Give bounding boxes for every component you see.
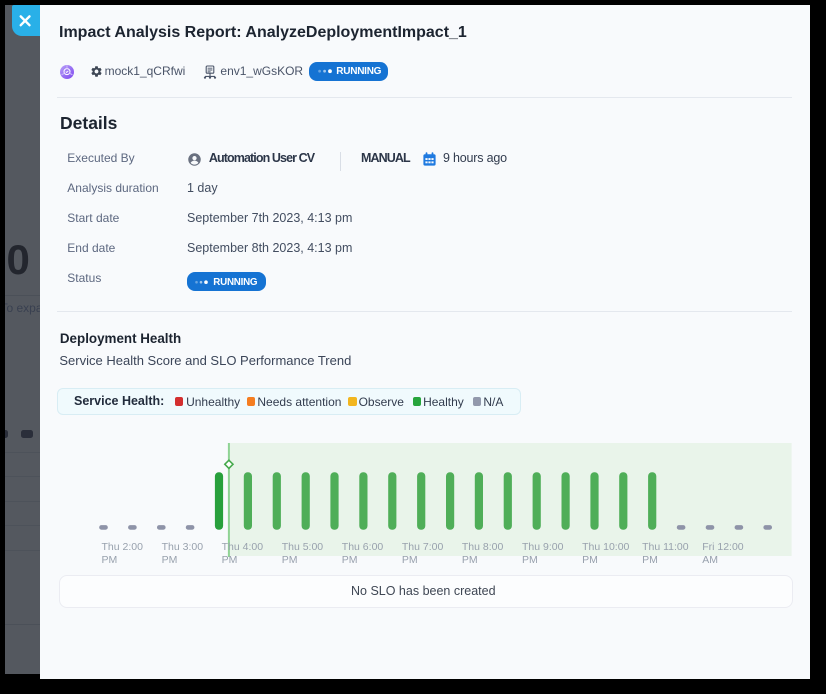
- svg-text:Thu 7:00: Thu 7:00: [402, 541, 444, 553]
- svg-text:PM: PM: [402, 554, 418, 566]
- svg-text:PM: PM: [642, 554, 658, 566]
- svg-text:PM: PM: [222, 554, 238, 566]
- svg-text:Thu 8:00: Thu 8:00: [462, 541, 504, 553]
- svg-text:Thu 11:00: Thu 11:00: [642, 541, 689, 553]
- svg-text:PM: PM: [462, 554, 478, 566]
- svg-text:Thu 2:00: Thu 2:00: [102, 541, 144, 553]
- svg-text:PM: PM: [102, 554, 118, 566]
- svg-text:PM: PM: [162, 554, 178, 566]
- svg-text:PM: PM: [342, 554, 358, 566]
- svg-text:Thu 4:00: Thu 4:00: [222, 541, 264, 553]
- svg-text:Fri 12:00: Fri 12:00: [702, 541, 744, 553]
- svg-text:Thu 3:00: Thu 3:00: [162, 541, 204, 553]
- svg-text:AM: AM: [702, 554, 718, 566]
- svg-text:PM: PM: [582, 554, 598, 566]
- svg-text:Thu 6:00: Thu 6:00: [342, 541, 384, 553]
- svg-text:Thu 9:00: Thu 9:00: [522, 541, 564, 553]
- svg-text:Thu 5:00: Thu 5:00: [282, 541, 324, 553]
- svg-text:PM: PM: [522, 554, 538, 566]
- svg-text:PM: PM: [282, 554, 298, 566]
- svg-text:Thu 10:00: Thu 10:00: [582, 541, 629, 553]
